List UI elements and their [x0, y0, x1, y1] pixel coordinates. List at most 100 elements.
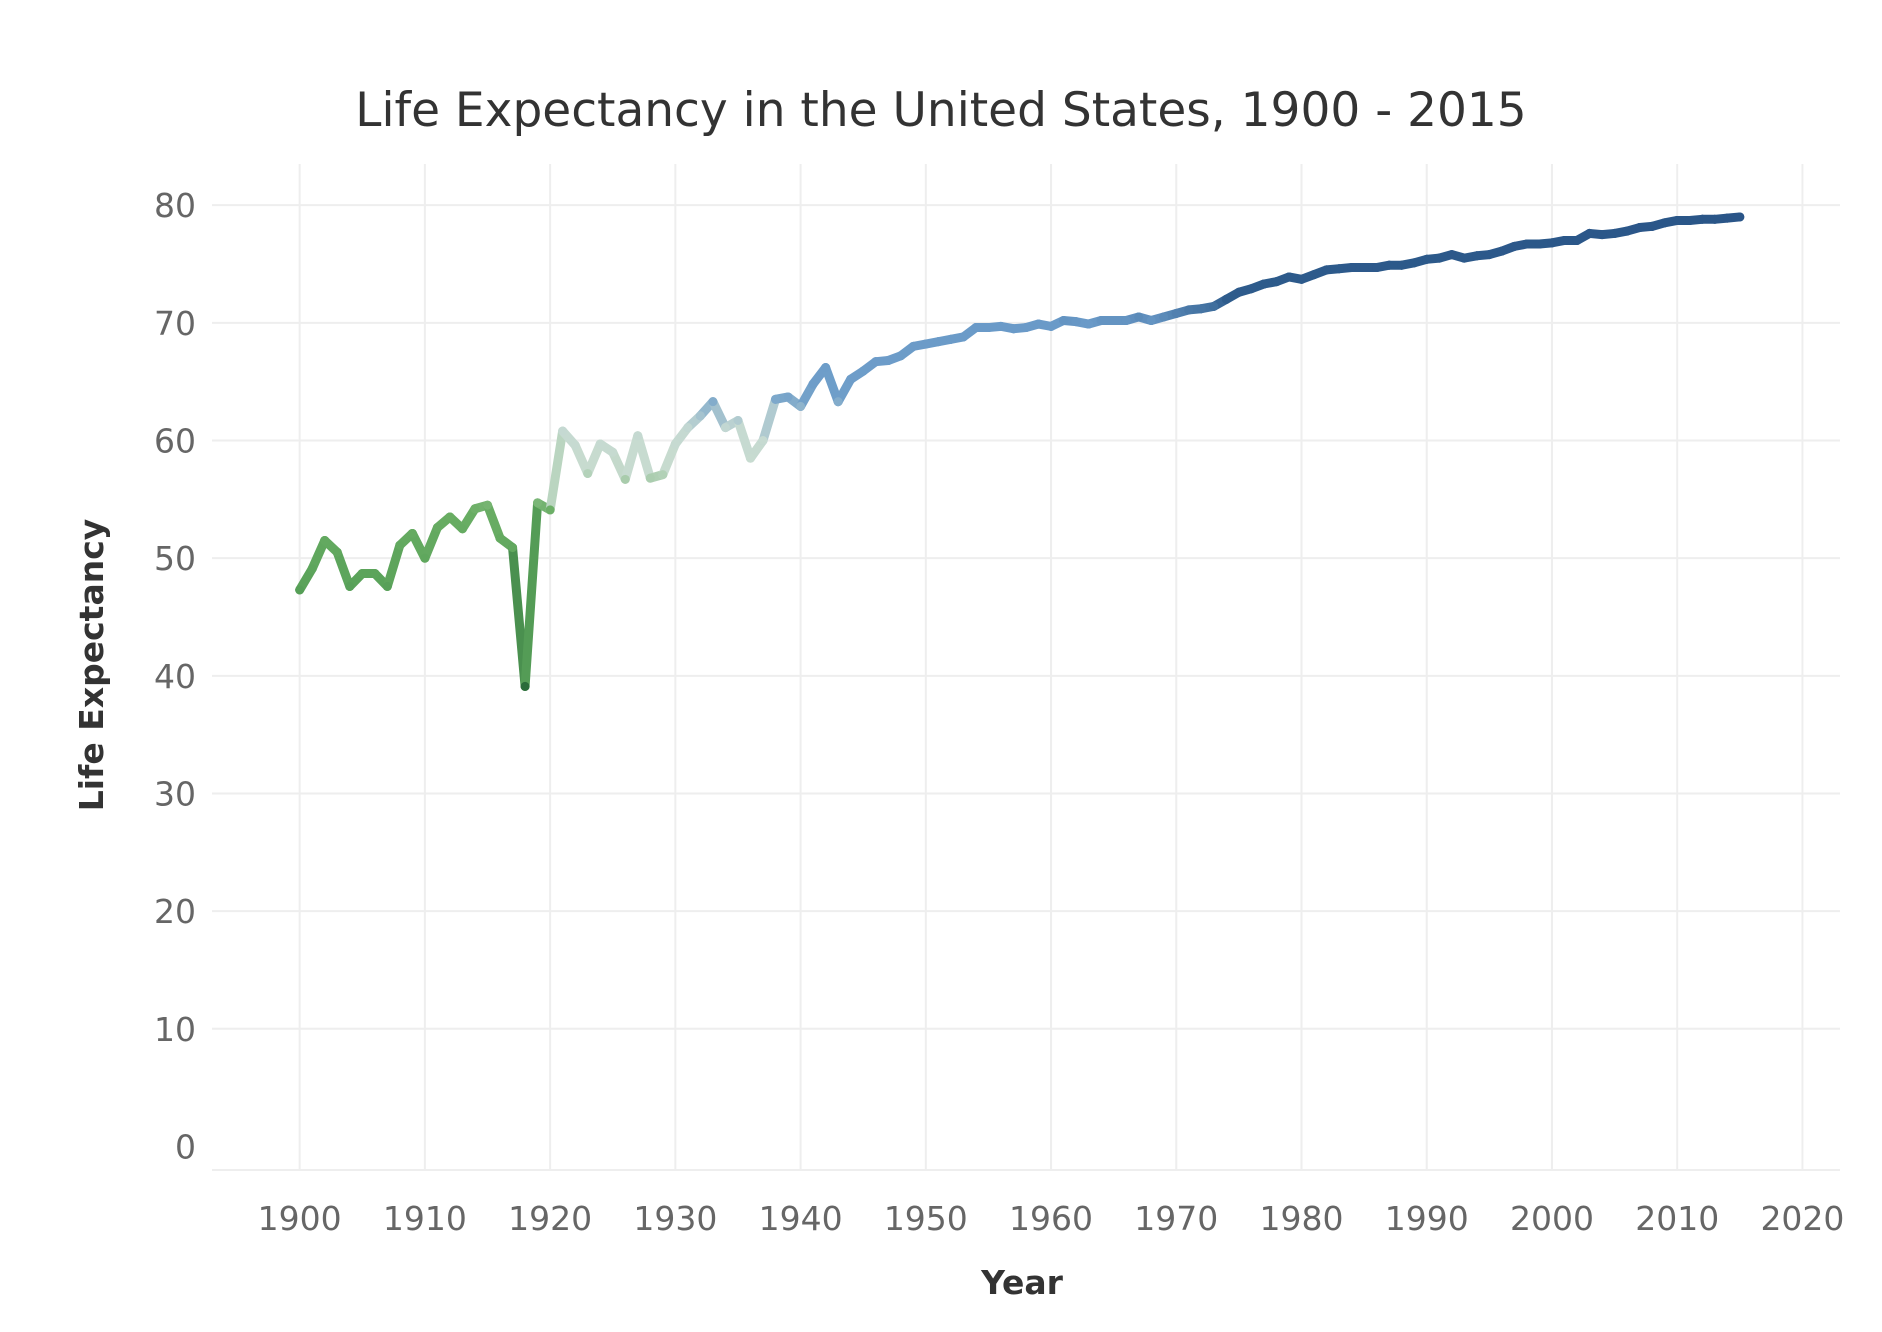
- data-point: [1447, 250, 1457, 260]
- line-segment: [758, 394, 781, 446]
- data-point: [658, 470, 668, 480]
- data-point: [1246, 284, 1256, 294]
- data-point: [583, 468, 593, 478]
- data-point: [470, 504, 480, 514]
- data-point: [833, 397, 843, 407]
- data-point: [1697, 214, 1707, 224]
- y-tick-label: 50: [154, 539, 196, 578]
- data-point: [1610, 228, 1620, 238]
- data-point: [1422, 254, 1432, 264]
- data-point: [1209, 301, 1219, 311]
- data-point: [608, 447, 618, 457]
- y-tick-label: 40: [154, 657, 196, 696]
- data-point: [695, 411, 705, 421]
- data-point: [1297, 274, 1307, 284]
- data-point: [420, 553, 430, 563]
- data-point: [1021, 323, 1031, 333]
- data-point: [1660, 218, 1670, 228]
- line-segment: [545, 426, 568, 515]
- data-point: [871, 357, 881, 367]
- data-point: [1472, 251, 1482, 261]
- data-point: [495, 533, 505, 543]
- y-tick-label: 30: [154, 774, 196, 813]
- line-segment: [658, 439, 680, 480]
- data-point: [883, 355, 893, 365]
- data-point: [1121, 315, 1131, 325]
- line-segment: [708, 397, 730, 433]
- x-tick-label: 1920: [508, 1199, 592, 1238]
- data-point: [595, 439, 605, 449]
- x-tick-label: 1940: [759, 1199, 843, 1238]
- data-point: [683, 423, 693, 433]
- data-point: [1685, 215, 1695, 225]
- chart-title: Life Expectancy in the United States, 19…: [355, 83, 1526, 138]
- data-point: [933, 337, 943, 347]
- gridlines: [212, 164, 1840, 1171]
- data-point: [1384, 260, 1394, 270]
- data-point: [1259, 279, 1269, 289]
- data-point: [1134, 312, 1144, 322]
- data-point: [1234, 287, 1244, 297]
- line-segment: [733, 416, 755, 463]
- data-point: [1171, 308, 1181, 318]
- x-axis-ticks: 1900 1910 1920 1930 1940 1950 1960 1970 1980 1990…: [258, 1199, 1845, 1238]
- line-segment: [382, 540, 405, 591]
- data-point: [1322, 265, 1332, 275]
- data-point: [1221, 294, 1231, 304]
- data-point: [1534, 239, 1544, 249]
- series-line: [295, 212, 1745, 691]
- data-point: [645, 473, 655, 483]
- y-tick-label: 0: [175, 1127, 196, 1166]
- data-point: [1547, 238, 1557, 248]
- line-segment: [821, 363, 843, 407]
- data-point: [1397, 260, 1407, 270]
- data-point: [771, 394, 781, 404]
- data-point: [1159, 312, 1169, 322]
- data-point: [1334, 264, 1344, 274]
- data-point: [958, 332, 968, 342]
- line-segment: [633, 431, 655, 483]
- y-tick-label: 20: [154, 892, 196, 931]
- data-point: [1196, 304, 1206, 314]
- data-point: [370, 568, 380, 578]
- data-point: [808, 379, 818, 389]
- data-point: [1071, 317, 1081, 327]
- data-point: [1735, 212, 1745, 222]
- x-tick-label: 1980: [1260, 1199, 1344, 1238]
- data-point: [1647, 221, 1657, 231]
- data-point: [1084, 319, 1094, 329]
- line-segment: [520, 498, 543, 691]
- y-tick-label: 60: [154, 422, 196, 461]
- data-point: [520, 681, 530, 691]
- data-point: [1635, 223, 1645, 233]
- data-point: [1271, 277, 1281, 287]
- data-point: [720, 423, 730, 433]
- data-point: [1109, 315, 1119, 325]
- line-segment: [483, 500, 505, 543]
- data-point: [1622, 226, 1632, 236]
- data-point: [1372, 263, 1382, 273]
- line-segment: [583, 439, 605, 478]
- data-point: [633, 431, 643, 441]
- x-tick-label: 2000: [1510, 1199, 1594, 1238]
- data-point: [733, 416, 743, 426]
- data-point: [1722, 213, 1732, 223]
- data-point: [1184, 305, 1194, 315]
- x-tick-label: 1950: [884, 1199, 968, 1238]
- data-point: [320, 536, 330, 546]
- data-point: [1497, 246, 1507, 256]
- data-point: [357, 568, 367, 578]
- data-point: [533, 498, 543, 508]
- data-point: [1484, 250, 1494, 260]
- data-point: [708, 397, 718, 407]
- data-point: [395, 540, 405, 550]
- data-point: [407, 528, 417, 538]
- data-point: [858, 366, 868, 376]
- data-point: [1459, 253, 1469, 263]
- y-tick-label: 10: [154, 1010, 196, 1049]
- data-point: [846, 374, 856, 384]
- data-point: [332, 547, 342, 557]
- data-point: [745, 453, 755, 463]
